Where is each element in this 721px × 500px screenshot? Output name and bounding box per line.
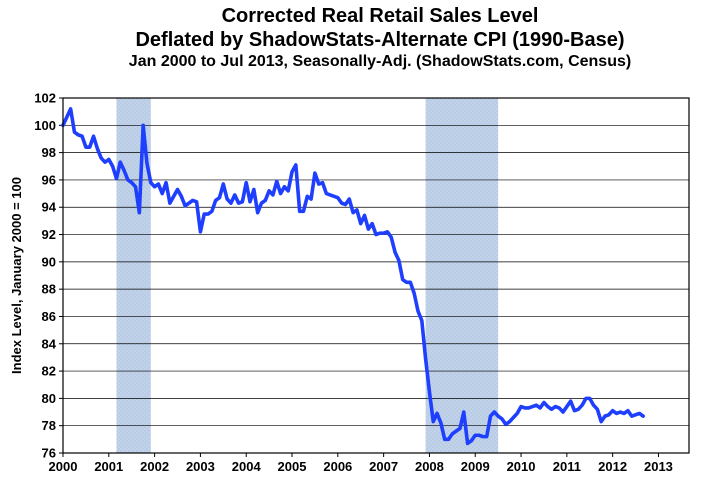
x-tick-label: 2010: [507, 459, 536, 474]
y-tick-label: 102: [34, 91, 56, 106]
x-tick-label: 2012: [598, 459, 627, 474]
x-tick-label: 2001: [94, 459, 123, 474]
plot-area: [63, 98, 689, 453]
x-tick-label: 2011: [553, 459, 581, 474]
y-tick-label: 84: [42, 336, 57, 351]
y-tick-label: 82: [42, 364, 56, 379]
x-tick-label: 2007: [369, 459, 398, 474]
x-tick-label: 2013: [644, 459, 673, 474]
x-tick-label: 2009: [461, 459, 490, 474]
y-tick-label: 86: [42, 309, 56, 324]
plot-frame: [62, 97, 690, 454]
chart-titles: Corrected Real Retail Sales Level Deflat…: [60, 4, 700, 72]
y-tick-label: 88: [42, 282, 56, 297]
chart-subtitle-2: Jan 2000 to Jul 2013, Seasonally-Adj. (S…: [128, 53, 632, 70]
y-axis-label: Index Level, January 2000 = 100: [9, 177, 24, 374]
chart-title: Corrected Real Retail Sales Level: [221, 5, 539, 27]
x-tick-label: 2000: [49, 459, 78, 474]
y-tick-label: 76: [42, 446, 56, 461]
x-tick-label: 2004: [232, 459, 262, 474]
y-tick-label: 94: [42, 200, 57, 215]
y-tick-label: 78: [42, 418, 56, 433]
recession-band: [425, 98, 499, 453]
x-tick-label: 2008: [415, 459, 444, 474]
x-tick-label: 2006: [323, 459, 352, 474]
series-line: [61, 107, 645, 446]
x-tick-label: 2003: [186, 459, 215, 474]
y-tick-label: 92: [42, 227, 56, 242]
y-tick-label: 100: [34, 118, 56, 133]
y-tick-label: 80: [42, 391, 56, 406]
y-tick-label: 90: [42, 254, 56, 269]
y-tick-label: 96: [42, 172, 56, 187]
x-tick-label: 2002: [140, 459, 169, 474]
y-tick-label: 98: [42, 145, 56, 160]
chart-subtitle: Deflated by ShadowStats-Alternate CPI (1…: [135, 29, 625, 51]
x-tick-label: 2005: [278, 459, 307, 474]
